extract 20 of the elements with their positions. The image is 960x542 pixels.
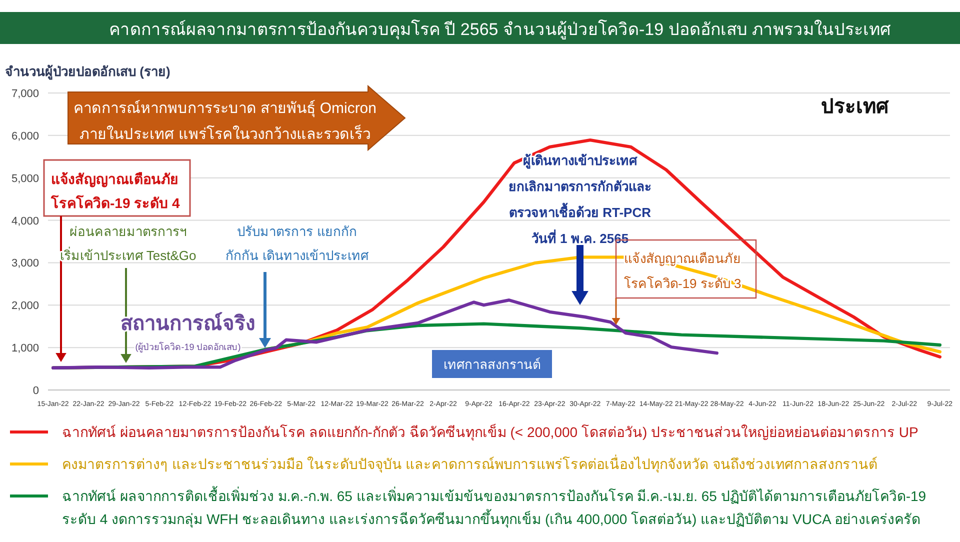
annotation: คาดการณ์หากพบการระบาด สายพันธุ์ Omicron ภายในประเทศ แพร่โรคในวงกว้างและรวดเร็ว: [73, 100, 377, 143]
annotation: ผู้เดินทางเข้าประเทศ ยกเลิกมาตรการกักตัวและ ตรวจหาเชื้อด้วย RT-PCR วันที่ 1 พ.ค. 2565: [508, 153, 652, 246]
chart-title: คาดการณ์ผลจากมาตรการป้องกันควบคุมโรค ปี 2565 จำนวนผู้ป่วยโควิด-19 ปอดอักเสบ ภาพรวมในประเทศ: [108, 19, 892, 40]
legend-label: ฉากทัศน์ ผ่อนคลายมาตรการป้องกันโรค ลดแยกกัก-กักตัว ฉีดวัคซีนทุกเข็ม (< 200,000 โดสต่อวัน) ประชาชนส่วนใหญ่ย่อหย่อนต่อมาตรการ UP: [62, 423, 918, 441]
y-tick-label: 4,000: [11, 215, 39, 228]
y-tick-label: 6,000: [11, 130, 39, 142]
annotation: เทศกาลสงกรานต์: [444, 357, 540, 372]
annotation: ปรับมาตรการ แยกกัก กักกัน เดินทางเข้าประเทศ: [226, 224, 370, 263]
annotation: (ผู้ป่วยโควิด-19 ปอดอักเสบ): [135, 342, 241, 353]
y-tick-label: 1,000: [11, 342, 39, 355]
y-tick-label: 7,000: [11, 88, 39, 100]
y-axis-title: จำนวนผู้ป่วยปอดอักเสบ (ราย): [5, 64, 170, 80]
y-tick-label: 2,000: [11, 300, 39, 312]
y-tick-label: 5,000: [11, 172, 39, 185]
legend-label: คงมาตรการต่างๆ และประชาชนร่วมมือ ในระดับปัจจุบัน และคาดการณ์พบการแพร่โรคต่อเนื่องไปทุกจังหวัด จนถึงช่วงเทศกาลสงกรานต์: [62, 455, 878, 473]
legend-label: ฉากทัศน์ ผลจากการติดเชื้อเพิ่มช่วง ม.ค.-ก.พ. 65 และเพิ่มความเข้มข้นของมาตรการป้องกันโรค มี.ค.-เม.ย. 65 ปฏิบัติได้ตามการเตือนภัยโควิด-19 ระดับ 4 งดการรวมกลุ่ม WFH ชะลอเดินทาง และเร่งการฉีดวัคซีนมากขึ้นทุกเข็ม (เกิน 400,000 โดสต่อวัน) และปฏิบัติตาม VUCA อย่างเคร่งครัด: [62, 486, 926, 528]
y-tick-label: 0: [32, 385, 39, 397]
annotation: แจ้งสัญญาณเตือนภัย โรคโควิด-19 ระดับ 4: [50, 171, 180, 211]
chart-subtitle: ประเทศ: [821, 96, 890, 118]
y-tick-label: 3,000: [11, 258, 39, 270]
